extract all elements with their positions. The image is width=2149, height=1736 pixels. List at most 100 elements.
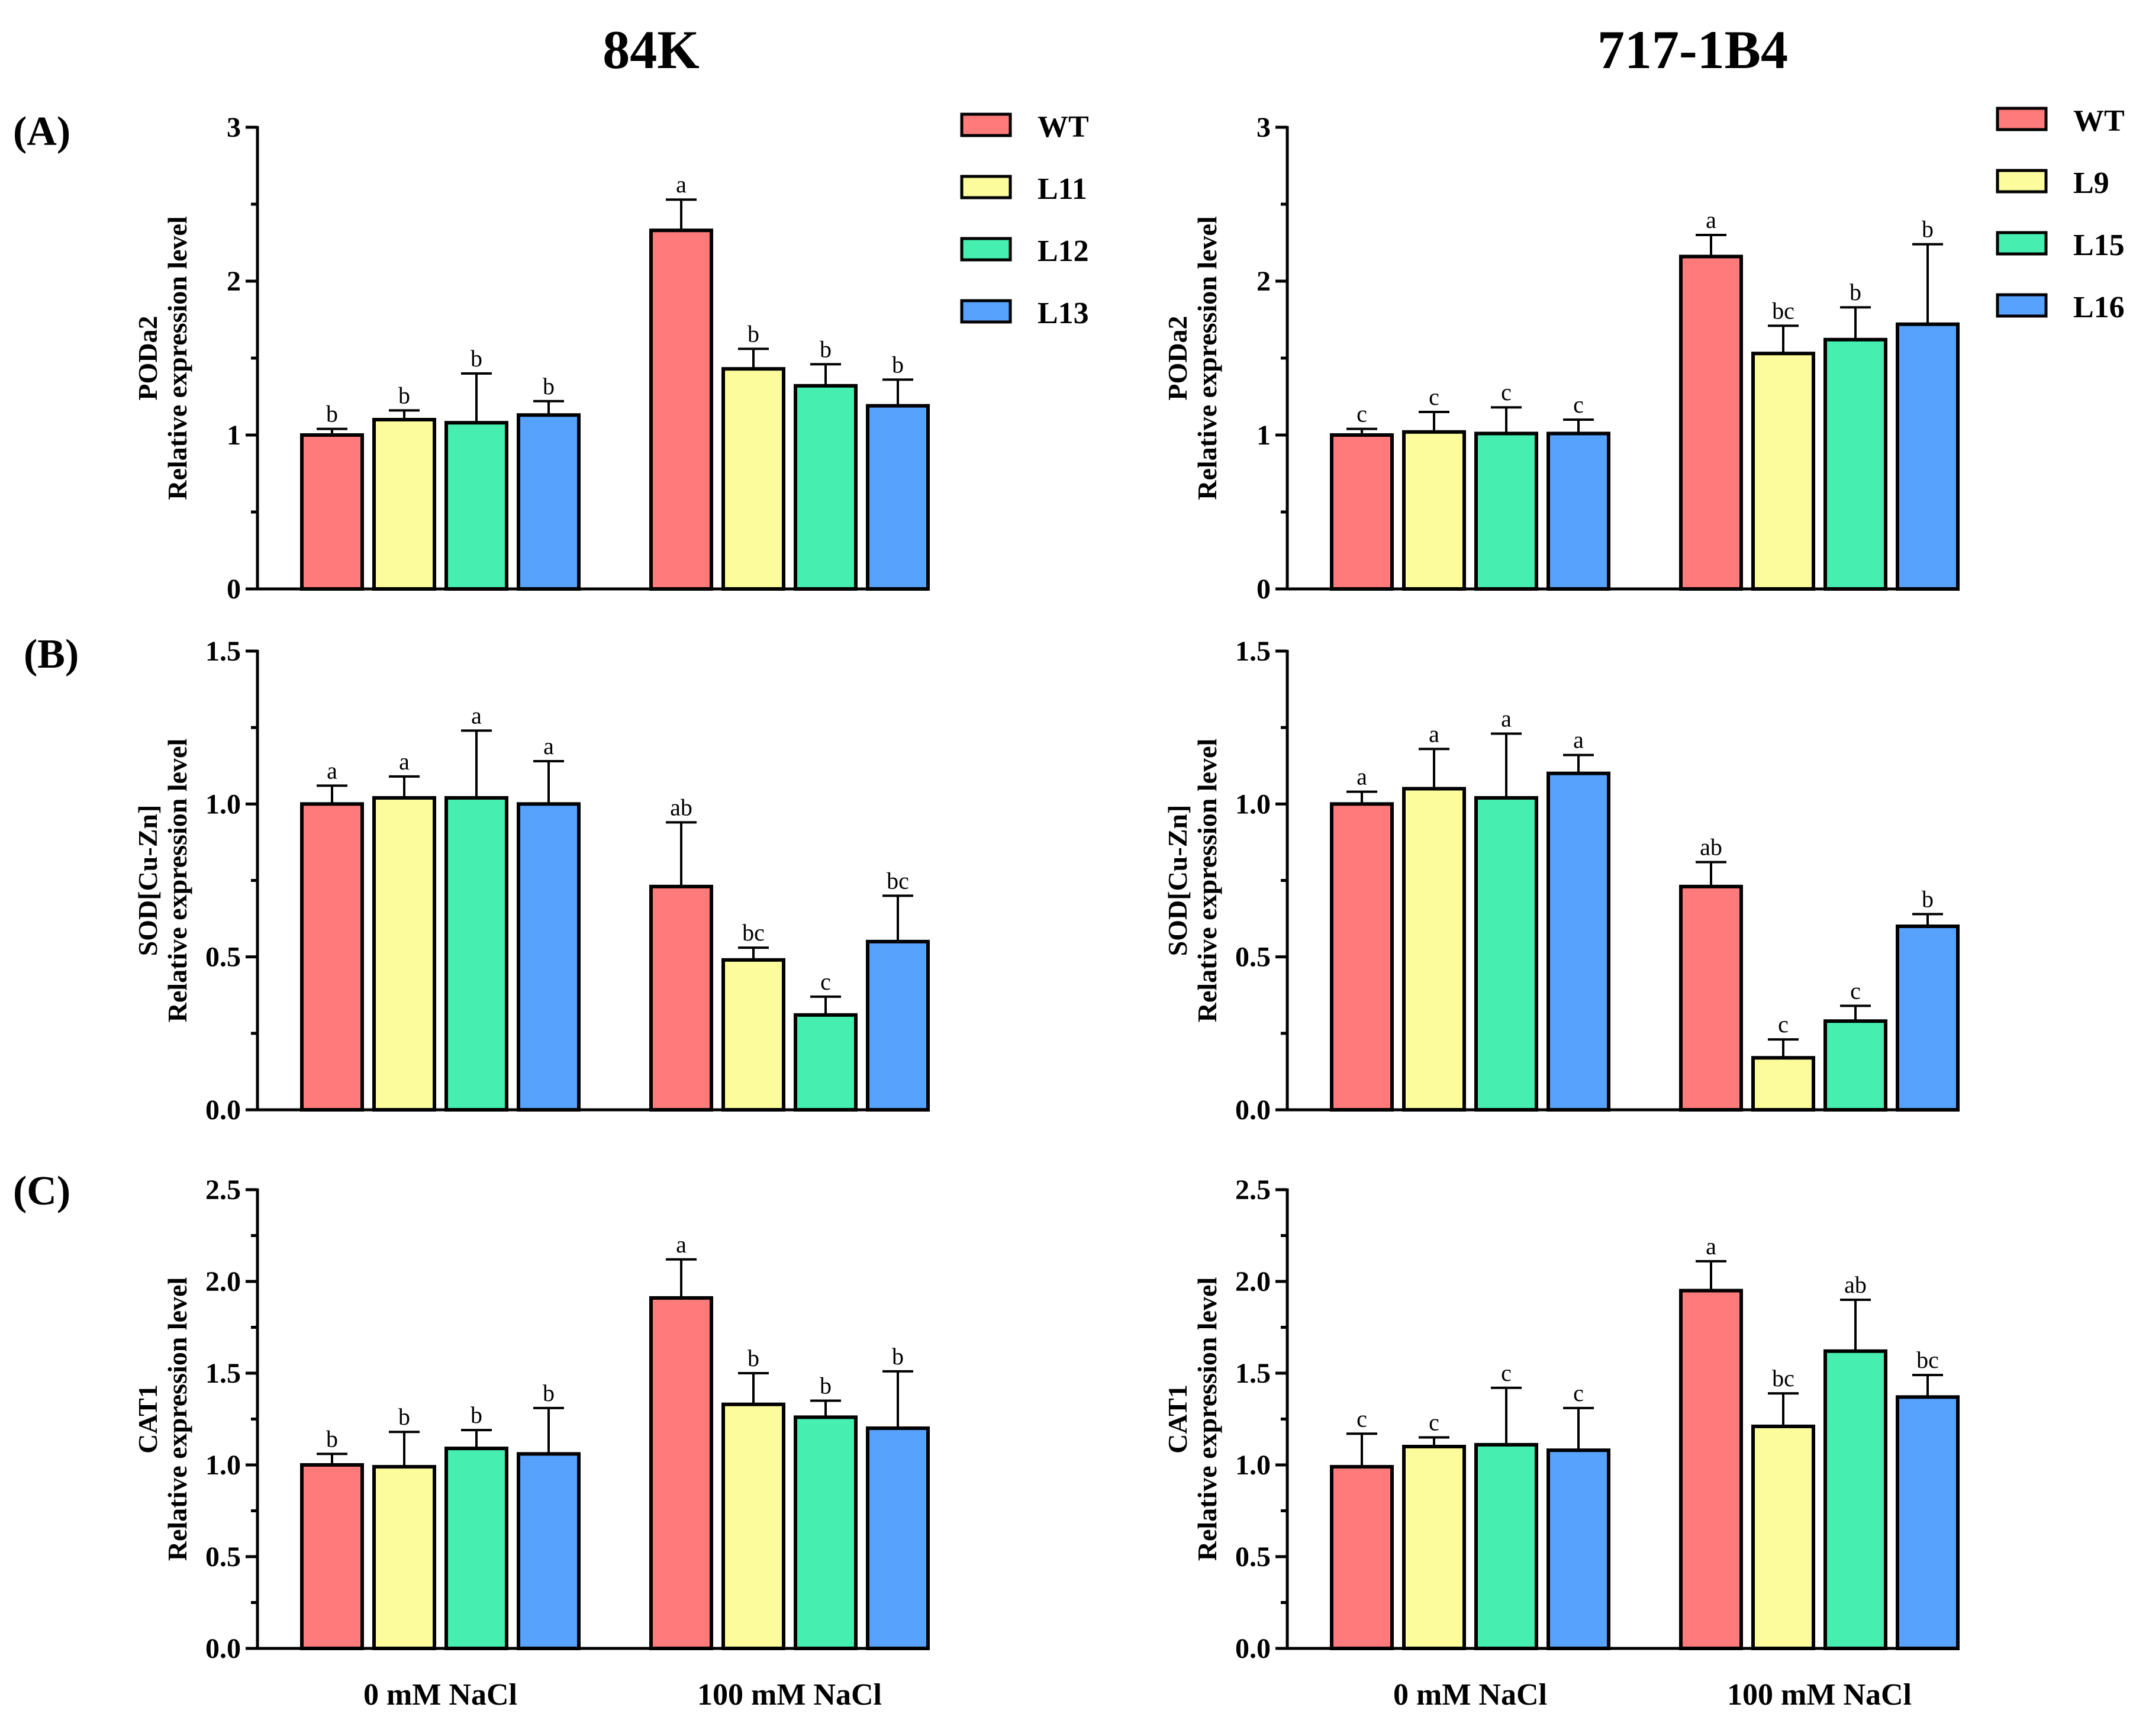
chart-4-ytick-label: 2.5 — [205, 1174, 241, 1206]
legend-1-label-3: L16 — [2073, 291, 2125, 324]
chart-0-bar-l12-g0 — [444, 421, 508, 591]
chart-1-bar-l15-g0 — [1474, 431, 1538, 591]
legend-1-swatch-3 — [1996, 293, 2048, 318]
chart-1-bar-l16-g0 — [1546, 431, 1610, 591]
chart-3-bar-l16-g1 — [1896, 925, 1960, 1112]
chart-4-bar-wt-g1 — [649, 1296, 713, 1650]
chart-3-bar-wt-g0 — [1330, 802, 1394, 1112]
chart-4-ytick-label: 0.5 — [205, 1541, 241, 1573]
chart-3-ylabel-measure: Relative expression level — [1192, 739, 1222, 1023]
chart-3-sig-letter: c — [1778, 1011, 1789, 1038]
chart-1-bar-l9-g1 — [1751, 352, 1815, 591]
chart-5-bar-l15-g1 — [1823, 1349, 1887, 1651]
chart-5-sig-letter: bc — [1772, 1365, 1794, 1392]
chart-4-sig-letter: b — [398, 1403, 410, 1430]
panel-label-c: (C) — [13, 1168, 70, 1214]
legend-0-swatch-3 — [960, 299, 1012, 324]
chart-3-bar-l16-g0 — [1546, 771, 1610, 1112]
chart-0-ylabel-gene: PODa2 — [133, 315, 163, 400]
panel-label-b: (B) — [24, 632, 79, 677]
chart-5-sig-letter: c — [1357, 1405, 1367, 1432]
chart-0-ylabel-measure: Relative expression level — [162, 216, 192, 500]
chart-1-bar-wt-g1 — [1679, 255, 1743, 591]
chart-2-sig-letter: c — [820, 968, 831, 995]
chart-1-ytick-label: 2 — [1256, 266, 1271, 297]
chart-4-bar-wt-g0 — [300, 1463, 364, 1650]
chart-0-sig-letter: b — [892, 351, 904, 378]
chart-4-sig-letter: b — [471, 1402, 482, 1428]
chart-1-bar-wt-g0 — [1330, 433, 1394, 591]
chart-1-sig-letter: c — [1573, 391, 1584, 418]
chart-2-sig-letter: bc — [887, 867, 909, 894]
chart-3-ytick-label: 0.5 — [1235, 942, 1271, 973]
chart-5-bar-wt-g1 — [1679, 1289, 1743, 1650]
chart-5-sig-letter: c — [1573, 1380, 1584, 1406]
chart-2-sig-letter: ab — [670, 794, 692, 820]
legend-0-label-3: L13 — [1038, 297, 1089, 330]
chart-5-bar-wt-g0 — [1330, 1465, 1394, 1651]
chart-4-bar-l12-g1 — [794, 1415, 858, 1650]
chart-1-sig-letter: a — [1706, 207, 1716, 233]
chart-0-bar-wt-g0 — [300, 433, 364, 591]
chart-5-ytick-label: 1.0 — [1235, 1450, 1271, 1481]
chart-3-sig-letter: a — [1357, 764, 1367, 790]
chart-4-xcategory-label: 0 mM NaCl — [363, 1678, 517, 1712]
chart-3-ytick-label: 1.0 — [1235, 788, 1271, 820]
chart-0-sig-letter: b — [326, 401, 338, 427]
chart-0-bar-l13-g1 — [866, 404, 930, 591]
chart-5-xcategory-label: 100 mM NaCl — [1727, 1678, 1912, 1712]
chart-2-ylabel-gene: SOD[Cu-Zn] — [133, 805, 163, 956]
chart-4-sig-letter: b — [543, 1380, 555, 1406]
chart-0-ytick-label: 1 — [227, 420, 241, 451]
chart-1-bar-l15-g1 — [1823, 337, 1887, 591]
chart-5-sig-letter: a — [1706, 1233, 1716, 1260]
chart-0-sig-letter: b — [398, 382, 410, 408]
chart-3-sig-letter: c — [1850, 977, 1861, 1004]
chart-1-sig-letter: c — [1357, 401, 1367, 427]
chart-3-sig-letter: b — [1922, 885, 1934, 912]
legend-1-swatch-0 — [1996, 107, 2048, 131]
chart-4-bar-l13-g0 — [517, 1452, 581, 1650]
chart-2-bar-wt-g0 — [300, 802, 364, 1112]
chart-0-ytick-label: 3 — [227, 112, 241, 143]
chart-0-bar-l11-g1 — [721, 367, 785, 591]
chart-0-ytick-label: 2 — [227, 266, 241, 297]
legend-1-swatch-1 — [1996, 169, 2048, 194]
chart-1-ylabel-measure: Relative expression level — [1192, 216, 1222, 500]
chart-2-ytick-label: 0.5 — [205, 942, 241, 973]
chart-3-bar-l15-g0 — [1474, 796, 1538, 1112]
chart-3-ylabel-gene: SOD[Cu-Zn] — [1162, 805, 1193, 956]
chart-1-ytick-label: 1 — [1256, 420, 1271, 451]
legend-0-swatch-2 — [960, 237, 1012, 262]
chart-3-bar-wt-g1 — [1679, 884, 1743, 1112]
chart-0-bar-wt-g1 — [649, 228, 713, 591]
chart-4-bar-l13-g1 — [866, 1426, 930, 1650]
chart-5-sig-letter: c — [1429, 1409, 1439, 1436]
chart-0-bar-l13-g0 — [517, 413, 581, 591]
chart-2-sig-letter: a — [327, 757, 337, 784]
chart-5-sig-letter: ab — [1844, 1271, 1867, 1298]
chart-3-sig-letter: ab — [1700, 834, 1722, 861]
chart-5-ytick-label: 0.0 — [1235, 1633, 1271, 1664]
chart-5-sig-letter: bc — [1916, 1347, 1939, 1373]
chart-2-ytick-label: 1.5 — [205, 636, 241, 667]
chart-0-bar-l12-g1 — [794, 384, 858, 591]
chart-5-ytick-label: 2.0 — [1235, 1266, 1271, 1297]
chart-2-sig-letter: a — [471, 702, 482, 729]
chart-3-bar-l9-g1 — [1751, 1056, 1815, 1112]
chart-5-ytick-label: 0.5 — [1235, 1541, 1271, 1573]
chart-5-ytick-label: 1.5 — [1235, 1358, 1271, 1389]
chart-4-ylabel-gene: CAT1 — [133, 1384, 163, 1454]
chart-2-ytick-label: 0.0 — [205, 1094, 241, 1126]
chart-4-sig-letter: b — [748, 1345, 759, 1371]
chart-2-bar-l12-g0 — [444, 796, 508, 1112]
legend-1-label-1: L9 — [2073, 166, 2109, 200]
chart-4-bar-l11-g0 — [372, 1465, 436, 1651]
chart-0-sig-letter: b — [820, 336, 832, 362]
chart-5-bar-l9-g0 — [1402, 1445, 1466, 1650]
legend-1-swatch-2 — [1996, 231, 2048, 256]
chart-0-ytick-label: 0 — [227, 574, 241, 605]
chart-1-sig-letter: bc — [1772, 297, 1794, 324]
chart-1-bar-l16-g1 — [1896, 322, 1960, 591]
